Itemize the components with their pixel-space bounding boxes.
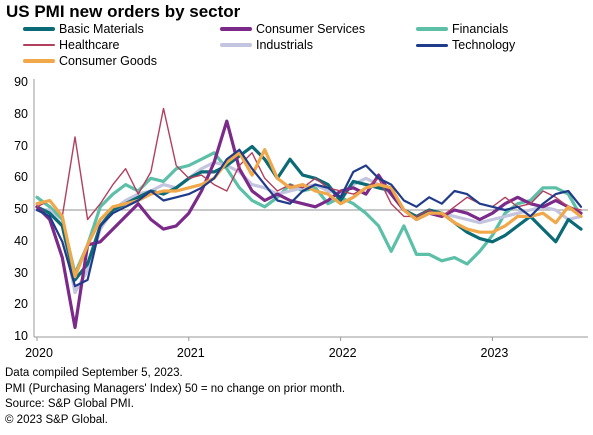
series-line-consumer-goods xyxy=(35,148,583,279)
y-tick-label: 40 xyxy=(14,233,28,248)
note-pmi-definition: PMI (Purchasing Managers' Index) 50 = no… xyxy=(5,382,346,395)
legend-item-financials: Financials xyxy=(416,22,508,36)
legend-label: Technology xyxy=(452,38,516,52)
series-line-healthcare xyxy=(36,107,582,221)
note-data-compiled: Data compiled September 5, 2023. xyxy=(5,367,183,379)
y-tick-label: 30 xyxy=(14,265,28,280)
series-line-consumer-services xyxy=(35,119,583,330)
x-tick-label: 2020 xyxy=(25,346,53,360)
y-tick-label: 50 xyxy=(14,202,28,216)
legend-label: Industrials xyxy=(256,38,313,52)
legend-swatch xyxy=(220,27,252,31)
legend-item-technology: Technology xyxy=(416,38,515,52)
legend-swatch xyxy=(416,27,448,31)
legend-label: Consumer Services xyxy=(256,22,366,36)
legend-label: Basic Materials xyxy=(59,22,144,36)
legend-swatch xyxy=(23,27,55,31)
legend-item-basic-materials: Basic Materials xyxy=(23,22,144,36)
y-tick-label: 20 xyxy=(14,297,28,312)
legend-label: Healthcare xyxy=(59,38,120,52)
x-tick-label: 2023 xyxy=(480,346,509,360)
series-line-technology xyxy=(35,148,583,288)
legend-swatch xyxy=(220,43,252,47)
legend-swatch xyxy=(416,43,448,47)
footnotes: Data compiled September 5, 2023. PMI (Pu… xyxy=(5,366,345,428)
y-tick-label: 60 xyxy=(14,170,28,185)
series-line-financials xyxy=(35,151,583,276)
series-line-basic-materials xyxy=(35,144,583,282)
legend-label: Financials xyxy=(452,22,509,36)
note-copyright: © 2023 S&P Global. xyxy=(5,413,108,426)
x-tick-label: 2021 xyxy=(176,346,205,360)
chart-title: US PMI new orders by sector xyxy=(6,2,241,21)
legend-item-consumer-services: Consumer Services xyxy=(220,22,365,36)
y-tick-label: 90 xyxy=(14,75,28,89)
legend-label: Consumer Goods xyxy=(59,54,157,68)
y-tick-label: 80 xyxy=(14,106,28,121)
note-source: Source: S&P Global PMI. xyxy=(5,398,134,410)
x-tick-label: 2022 xyxy=(328,346,357,360)
y-tick-label: 70 xyxy=(14,138,28,153)
legend: Basic Materials Consumer Services Financ… xyxy=(0,0,593,80)
legend-swatch xyxy=(23,59,55,63)
legend-item-healthcare: Healthcare xyxy=(23,38,119,52)
legend-swatch xyxy=(23,44,55,46)
y-tick-label: 10 xyxy=(14,329,28,343)
legend-item-industrials: Industrials xyxy=(220,38,313,52)
legend-item-consumer-goods: Consumer Goods xyxy=(23,54,157,68)
